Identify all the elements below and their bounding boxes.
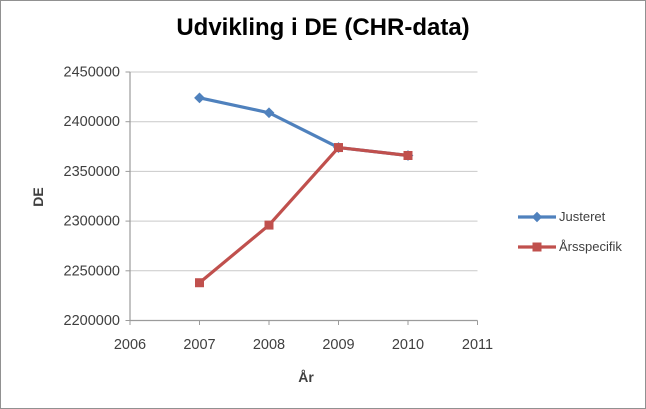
y-axis-title: DE [30, 187, 46, 207]
y-tick-label: 2350000 [64, 164, 120, 180]
x-tick-label: 2007 [183, 337, 215, 353]
series-line [197, 96, 410, 158]
data-point-diamond-marker [263, 107, 275, 119]
y-tick-label: 2200000 [64, 313, 120, 329]
x-tick-label: 2009 [322, 337, 354, 353]
chart-title: Udvikling i DE (CHR-data) [176, 14, 470, 41]
x-tick-label: 2010 [392, 337, 424, 353]
legend-diamond-swatch-icon [518, 211, 556, 222]
y-tick-label: 2450000 [64, 65, 120, 81]
x-tick-label: 2006 [114, 337, 146, 353]
legend-label: Årsspecifik [559, 239, 622, 254]
legend-label: Justeret [559, 209, 606, 224]
y-tick-label: 2300000 [64, 214, 120, 230]
legend-entry: Årsspecifik [517, 239, 622, 254]
data-point-square-marker [264, 220, 274, 230]
x-axis-title: År [298, 369, 314, 385]
x-tick-label: 2011 [462, 337, 493, 353]
series-line [197, 145, 410, 285]
data-point-square-marker [195, 278, 204, 288]
legend-entry: Justeret [517, 209, 622, 224]
x-tick-label: 2008 [253, 337, 285, 353]
y-tick-label: 2400000 [64, 114, 120, 130]
legend: Justeret Årsspecifik [517, 209, 622, 254]
data-point-diamond-marker [194, 92, 205, 104]
legend-square-swatch-icon [518, 242, 556, 251]
data-point-square-marker [334, 143, 343, 153]
data-point-square-marker [403, 150, 413, 160]
y-tick-label: 2250000 [64, 263, 120, 279]
